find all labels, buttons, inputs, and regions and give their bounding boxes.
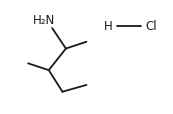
Text: H₂N: H₂N bbox=[33, 13, 56, 26]
Text: Cl: Cl bbox=[146, 20, 157, 33]
Text: H: H bbox=[104, 20, 113, 33]
